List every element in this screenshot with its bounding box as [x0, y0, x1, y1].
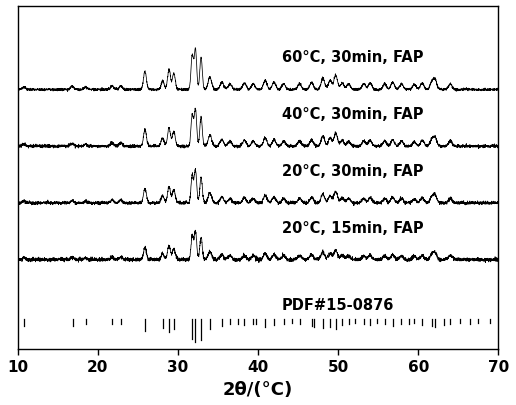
Text: 20°C, 30min, FAP: 20°C, 30min, FAP	[282, 163, 424, 178]
Text: 20°C, 15min, FAP: 20°C, 15min, FAP	[282, 220, 424, 235]
Text: 40°C, 30min, FAP: 40°C, 30min, FAP	[282, 107, 424, 122]
X-axis label: 2θ/(°C): 2θ/(°C)	[223, 380, 293, 398]
Text: PDF#15-0876: PDF#15-0876	[282, 297, 394, 312]
Text: 60°C, 30min, FAP: 60°C, 30min, FAP	[282, 50, 424, 65]
